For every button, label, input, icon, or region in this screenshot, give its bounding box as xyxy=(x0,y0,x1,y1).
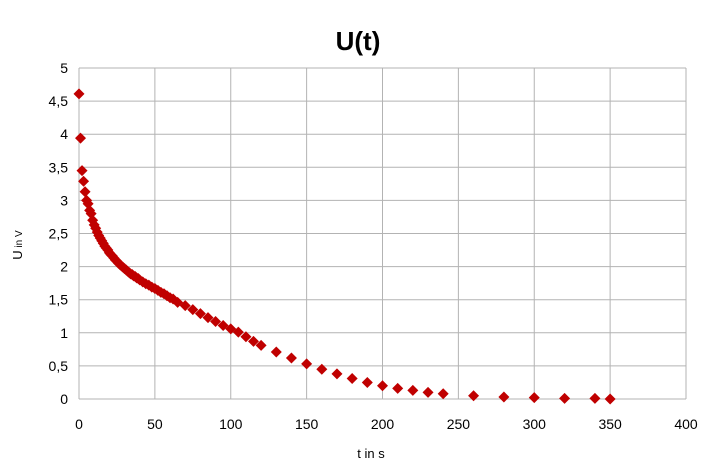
y-tick-label: 3 xyxy=(60,192,68,208)
x-axis-label: t in s xyxy=(357,446,385,461)
data-point xyxy=(232,326,244,338)
x-tick-label: 250 xyxy=(447,416,471,432)
y-tick-label: 5 xyxy=(60,60,68,76)
y-tick-label: 0,5 xyxy=(49,358,69,374)
x-tick-label: 300 xyxy=(523,416,547,432)
data-point xyxy=(407,384,419,396)
y-tick-label: 1 xyxy=(60,325,68,341)
data-point xyxy=(270,346,282,358)
data-point xyxy=(437,388,449,400)
x-tick-label: 150 xyxy=(295,416,319,432)
data-points xyxy=(73,88,616,405)
y-tick-label: 1,5 xyxy=(49,292,69,308)
data-point xyxy=(361,376,373,388)
data-point xyxy=(528,392,540,404)
x-tick-label: 50 xyxy=(147,416,163,432)
chart-title: U(t) xyxy=(336,26,381,56)
y-axis-label-main: U xyxy=(10,250,25,259)
data-point xyxy=(76,165,88,177)
x-tick-labels: 0 50 100 150 200 250 300 350 400 xyxy=(75,416,698,432)
data-point xyxy=(240,331,252,343)
y-tick-label: 4,5 xyxy=(49,93,69,109)
data-point xyxy=(75,132,87,144)
y-tick-labels: 0 0,5 1 1,5 2 2,5 3 3,5 4 4,5 5 xyxy=(49,60,69,407)
x-tick-label: 400 xyxy=(674,416,698,432)
data-point xyxy=(202,312,214,324)
y-tick-label: 4 xyxy=(60,126,68,142)
y-tick-label: 2 xyxy=(60,259,68,275)
data-point xyxy=(346,372,358,384)
data-point xyxy=(468,390,480,402)
data-point xyxy=(331,368,343,380)
data-point xyxy=(392,382,404,394)
x-tick-label: 0 xyxy=(75,416,83,432)
data-point xyxy=(179,300,191,312)
y-tick-label: 3,5 xyxy=(49,159,69,175)
x-tick-label: 100 xyxy=(219,416,243,432)
data-point xyxy=(194,308,206,320)
data-point xyxy=(377,380,388,392)
data-point xyxy=(79,186,91,198)
y-axis-label-unit: in V xyxy=(14,230,25,250)
data-point xyxy=(301,358,313,370)
x-tick-label: 200 xyxy=(371,416,395,432)
x-tick-label: 350 xyxy=(598,416,622,432)
y-tick-label: 2,5 xyxy=(49,226,69,242)
data-point xyxy=(210,316,222,328)
data-point xyxy=(422,386,434,398)
data-point xyxy=(285,352,297,364)
y-tick-label: 0 xyxy=(60,391,68,407)
data-point xyxy=(604,393,616,405)
data-point xyxy=(559,392,571,404)
grid-lines xyxy=(78,67,687,400)
data-point xyxy=(255,339,267,351)
data-point xyxy=(73,88,85,100)
data-point xyxy=(78,175,90,187)
data-point xyxy=(498,391,510,403)
data-point xyxy=(187,304,199,316)
y-axis-label: U in V xyxy=(10,230,25,260)
data-point xyxy=(589,392,601,404)
data-point xyxy=(316,363,328,375)
data-point xyxy=(248,335,260,347)
